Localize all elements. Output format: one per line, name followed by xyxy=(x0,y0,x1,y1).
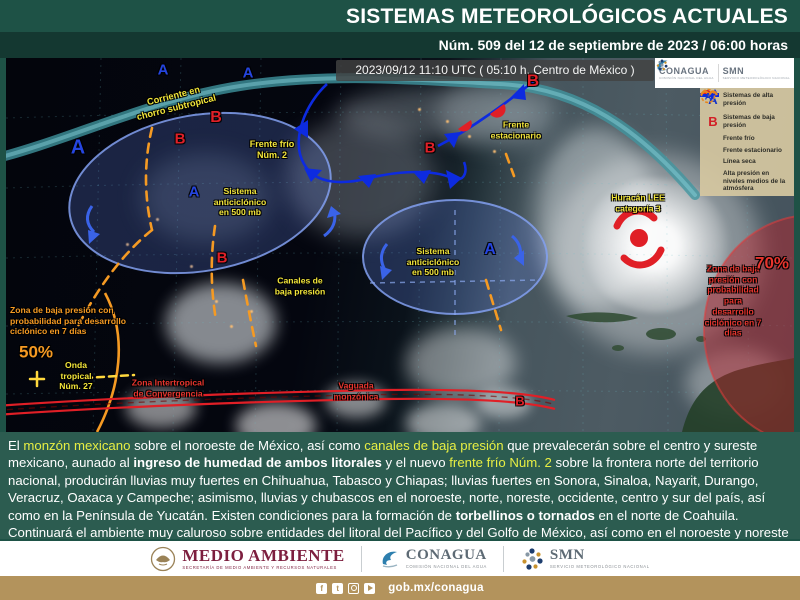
agency-name: MEDIO AMBIENTE xyxy=(182,545,345,565)
conagua-wordmark: CONAGUA xyxy=(658,66,709,76)
smn-logo: SMN SERVICIO METEOROLÓGICO NACIONAL xyxy=(520,547,650,571)
city-light xyxy=(126,243,129,246)
legend-item-low-pressure-B: B Sistemas de baja presión xyxy=(700,111,794,133)
land-jamaica xyxy=(612,345,624,351)
city-light xyxy=(418,108,421,111)
legend-item-stationary-front: Frente estacionario xyxy=(700,90,794,157)
city-light xyxy=(446,120,449,123)
timestamp-bar: 2023/09/12 11:10 UTC ( 05:10 h. Centro d… xyxy=(336,60,654,81)
conagua-subtext: COMISIÓN NACIONAL DEL AGUA xyxy=(658,76,714,80)
smn-subtext: SERVICIO METEOROLÓGICO NACIONAL xyxy=(722,76,791,80)
city-light xyxy=(215,300,218,303)
anticyclone-ellipse-gulf xyxy=(362,199,548,338)
dry-lines xyxy=(76,126,516,348)
legend-label: Sistemas de baja presión xyxy=(723,114,775,129)
smn-logo-small: SMN SERVICIO METEOROLÓGICO NACIONAL xyxy=(656,59,791,80)
bulletin-segment: que prevalecerán sobre el centro y sures… xyxy=(8,438,758,471)
smn-spiral-icon xyxy=(522,547,543,570)
bulletin-segment: y el nuevo xyxy=(381,455,450,471)
satellite-map: 2023/09/12 11:10 UTC ( 05:10 h. Centro d… xyxy=(6,58,794,432)
city-light xyxy=(230,325,233,328)
footer-divider xyxy=(360,545,362,572)
bulletin-segment: sobre el noroeste de México, así como xyxy=(130,438,365,453)
agency-name: CONAGUA xyxy=(405,546,487,563)
bulletin-segment: monzón mexicano xyxy=(23,438,131,453)
land-cuba xyxy=(566,312,638,323)
map-annotations xyxy=(6,58,794,432)
legend-label: Frente frío xyxy=(723,135,755,142)
agency-subtitle: SECRETARÍA DE MEDIO AMBIENTE Y RECURSOS … xyxy=(182,564,337,570)
hurricane-symbol xyxy=(613,207,665,269)
facebook-icon[interactable]: f xyxy=(316,582,328,594)
legend-label: Frente estacionario xyxy=(723,146,782,154)
land-south-america xyxy=(682,358,794,432)
legend-label: Alta presión en niveles medios de la atm… xyxy=(723,170,786,193)
logo-divider xyxy=(717,64,719,82)
legend-item-dry-line: Línea seca xyxy=(700,90,794,168)
itcz-monsoon-trough-lines xyxy=(6,388,556,416)
cold-front-line xyxy=(294,83,467,189)
svg-text:A: A xyxy=(705,92,712,102)
low-pressure-B-icon: B xyxy=(708,114,718,129)
eagle-emblem-icon xyxy=(151,546,176,571)
stationary-front-line xyxy=(437,80,534,148)
header-bar: SISTEMAS METEOROLÓGICOS ACTUALES xyxy=(0,0,800,32)
agency-subtitle: COMISIÓN NACIONAL DEL AGUA xyxy=(405,563,487,569)
bulletin-segment: sobre la frontera norte del territorio n… xyxy=(8,455,766,523)
footer-divider xyxy=(502,545,504,572)
bulletin-text: El monzón mexicano sobre el noroeste de … xyxy=(8,437,792,541)
agency-logo-box: CONAGUA COMISIÓN NACIONAL DEL AGUA SMN S… xyxy=(655,58,794,88)
bulletin-segment: torbellinos o tornados xyxy=(455,507,595,523)
conagua-logo: CONAGUA COMISIÓN NACIONAL DEL AGUA xyxy=(378,546,487,569)
tropical-wave-axis xyxy=(28,370,136,388)
youtube-icon[interactable] xyxy=(364,582,376,594)
conagua-swoosh-icon xyxy=(382,552,398,568)
smn-wordmark: SMN xyxy=(722,66,745,76)
bulletin-segment: canales de baja presión xyxy=(364,438,504,453)
bulletin-segment: El xyxy=(8,438,24,453)
twitter-icon[interactable]: t xyxy=(332,582,344,594)
bulletin-panel: El monzón mexicano sobre el noroeste de … xyxy=(0,432,800,541)
legend-item-cold-front: Frente frío xyxy=(700,89,794,145)
city-light xyxy=(156,218,159,221)
city-light xyxy=(250,310,253,313)
legend-panel: A Sistemas de alta presión B Sistemas de ba… xyxy=(700,88,794,197)
agency-subtitle: SERVICIO METEOROLÓGICO NACIONAL xyxy=(549,563,650,569)
city-light xyxy=(468,135,471,138)
city-light xyxy=(190,265,193,268)
legend-item-mid-level-high: A Alta presión en niveles medios de la at… xyxy=(700,88,794,195)
city-light xyxy=(493,150,496,153)
land-hispaniola xyxy=(646,328,676,340)
medio-ambiente-logo: MEDIO AMBIENTE SECRETARÍA DE MEDIO AMBIE… xyxy=(150,546,344,572)
footer-bar: MEDIO AMBIENTE SECRETARÍA DE MEDIO AMBIE… xyxy=(0,541,800,576)
legend-label: Línea seca xyxy=(723,158,756,166)
land-shapes xyxy=(566,312,794,432)
atlantic-development-zone xyxy=(703,215,794,432)
bulletin-segment: frente frío Núm. 2 xyxy=(449,455,552,471)
page-title: SISTEMAS METEOROLÓGICOS ACTUALES xyxy=(346,5,788,28)
footer-url-link[interactable]: gob.mx/conagua xyxy=(388,582,484,594)
smn-spiral-icon xyxy=(656,59,668,71)
bulletin-number: Núm. 509 del 12 de septiembre de 2023 / … xyxy=(438,37,788,53)
bulletin-segment: en el norte de Coahuila. Continuará el a… xyxy=(8,507,789,541)
bulletin-segment: ingreso de humedad de ambos litorales xyxy=(133,455,382,471)
subheader-bar: Núm. 509 del 12 de septiembre de 2023 / … xyxy=(0,32,800,58)
legend-label: Sistemas de alta presión xyxy=(723,92,774,107)
anticyclone-ellipse-nw xyxy=(68,111,341,275)
instagram-icon[interactable] xyxy=(348,582,360,594)
agency-name: SMN xyxy=(549,546,585,563)
pacific-development-zone xyxy=(95,292,120,432)
